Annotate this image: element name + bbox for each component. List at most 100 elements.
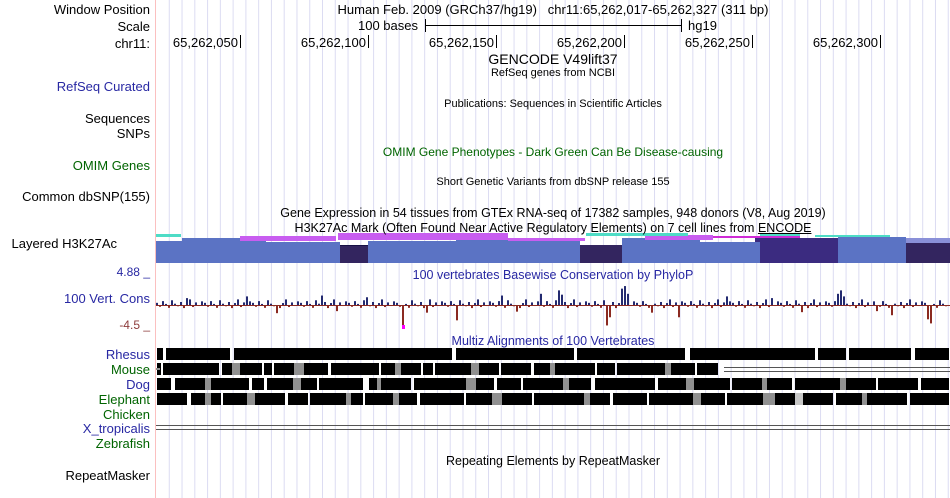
window-position-label: Window Position [53, 2, 150, 17]
alignment-segment [569, 378, 591, 390]
track-title-gencode[interactable]: GENCODE V49lift37 [488, 51, 618, 67]
scale-bar-line [425, 25, 681, 26]
ruler-label: 65,262,150 [429, 35, 494, 50]
phylop-bar [705, 305, 707, 307]
phylop-bar [945, 305, 947, 307]
phylop-bar [207, 305, 209, 307]
phylop-bar [879, 305, 881, 307]
alignment-segment [595, 378, 655, 390]
phylop-bar [756, 301, 758, 305]
track-area-left-border [155, 0, 156, 498]
alignment-segment [550, 363, 555, 375]
alignment-segment [701, 393, 725, 405]
h3k27ac-layer-segment [508, 238, 585, 241]
phylop-bar [177, 305, 179, 307]
track-title-dbsnp[interactable]: Short Genetic Variants from dbSNP releas… [436, 176, 670, 188]
phylop-bar [816, 305, 818, 308]
alignment-segment [479, 363, 499, 375]
species-label-elephant[interactable]: Elephant [98, 392, 150, 407]
phylop-bar [717, 299, 719, 305]
phylop-bar [450, 301, 452, 305]
track-title-phylop[interactable]: 100 vertebrates Basewise Conservation by… [412, 268, 694, 282]
track-title-multiz[interactable]: Multiz Alignments of 100 Vertebrates [451, 334, 655, 348]
track-title-omim[interactable]: OMIM Gene Phenotypes - Dark Green Can Be… [382, 145, 724, 159]
phylop-bar [915, 302, 917, 305]
multiz-alignment-track[interactable] [156, 348, 950, 430]
phylop-bar [237, 299, 239, 305]
phylop-bar [510, 303, 512, 305]
phylop-bar [642, 301, 644, 305]
phylop-bar [330, 303, 332, 305]
alignment-segment [727, 393, 763, 405]
track-title-publications[interactable]: Publications: Sequences in Scientific Ar… [444, 98, 662, 110]
h3k27ac-layer-segment [815, 235, 890, 237]
layered-h3k27ac-track[interactable] [156, 233, 950, 263]
ruler-tick [368, 35, 369, 48]
phylop-bar [186, 298, 188, 305]
phylop-bar [759, 305, 761, 309]
alignment-segment [293, 378, 301, 390]
track-label-refseq-curated[interactable]: RefSeq Curated [56, 79, 150, 94]
species-label-rhesus[interactable]: Rhesus [105, 347, 150, 362]
track-label-layered-h3k27ac[interactable]: Layered H3K27Ac [11, 236, 117, 251]
alignment-segment [818, 348, 846, 360]
track-title-repeatmasker[interactable]: Repeating Elements by RepeatMasker [445, 454, 660, 468]
phylop-bar [192, 305, 194, 308]
track-title-h3k27ac[interactable]: H3K27Ac Mark (Often Found Near Active Re… [156, 221, 950, 235]
track-label-omim-genes[interactable]: OMIM Genes [72, 158, 150, 173]
phylop-bar [861, 299, 863, 305]
alignment-lead-dash [156, 368, 160, 370]
phylop-bar [747, 300, 749, 305]
alignment-segment [211, 393, 221, 405]
phylop-bar [183, 305, 185, 309]
phylop-bar [555, 300, 557, 305]
phylop-bar [432, 305, 434, 308]
species-label-mouse[interactable]: Mouse [110, 362, 150, 377]
phylop-bar [465, 305, 467, 307]
phylop-bar [786, 301, 788, 305]
alignment-segment [613, 393, 647, 405]
alignment-segment [264, 363, 272, 375]
track-label-vert-cons[interactable]: 100 Vert. Cons [64, 291, 150, 306]
phylop-bar [843, 296, 845, 305]
encode-link[interactable]: ENCODE [757, 221, 812, 235]
track-label-common-dbsnp[interactable]: Common dbSNP(155) [22, 189, 150, 204]
track-subtitle-refseq[interactable]: RefSeq genes from NCBI [490, 67, 616, 79]
phylop-bar [315, 300, 317, 305]
phylop-bar [780, 302, 782, 305]
species-label-zebrafish[interactable]: Zebrafish [95, 436, 150, 451]
phylop-bar [840, 290, 842, 305]
phylop-bar [579, 302, 581, 305]
alignment-segment [590, 393, 610, 405]
phylop-bar [438, 305, 440, 307]
alignment-segment [497, 378, 521, 390]
phylop-bar [636, 302, 638, 305]
phylop-bar [375, 305, 377, 309]
track-label-repeatmasker[interactable]: RepeatMasker [65, 468, 150, 483]
track-label-sequences[interactable]: Sequences [84, 111, 150, 126]
phylop-bar [876, 305, 878, 312]
alignment-segment [191, 393, 205, 405]
phylop-bar [519, 305, 521, 309]
phylop-bar [909, 299, 911, 305]
alignment-segment [423, 363, 433, 375]
track-title-gtex[interactable]: Gene Expression in 54 tissues from GTEx … [280, 206, 826, 220]
h3k27ac-layer-segment [338, 233, 508, 240]
phylop-bar [255, 305, 257, 307]
track-label-snps[interactable]: SNPs [116, 126, 150, 141]
alignment-segment [234, 348, 452, 360]
phylop-bar [408, 305, 410, 308]
phylop-bar [696, 305, 698, 308]
phylop-conservation-track[interactable] [156, 286, 950, 329]
alignment-segment [456, 348, 574, 360]
phylop-bar [327, 305, 329, 309]
species-label-chicken[interactable]: Chicken [103, 407, 150, 422]
alignment-segment [686, 378, 694, 390]
phylop-bar [462, 303, 464, 305]
species-label-dog[interactable]: Dog [126, 377, 150, 392]
scale-label: Scale [117, 19, 150, 34]
species-label-x-tropicalis[interactable]: X_tropicalis [82, 421, 150, 436]
alignment-segment [732, 378, 762, 390]
phylop-bar [630, 305, 632, 307]
phylop-bar [714, 303, 716, 305]
